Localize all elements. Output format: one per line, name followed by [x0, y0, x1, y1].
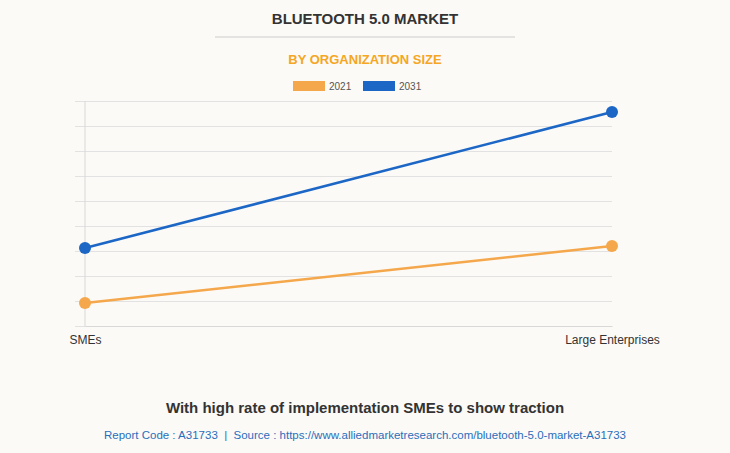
x-tick-label: Large Enterprises — [565, 333, 660, 347]
legend-swatch — [363, 81, 395, 91]
y-tick — [75, 151, 612, 152]
x-axis-line — [86, 326, 613, 327]
y-tick — [75, 251, 612, 252]
x-axis: SMEs Large Enterprises — [69, 326, 659, 347]
series-line — [85, 112, 612, 248]
y-tick — [75, 301, 612, 302]
x-tick: SMEs — [69, 326, 101, 347]
legend: 2021 2031 — [293, 81, 422, 92]
grid-line — [75, 151, 612, 152]
y-tick — [75, 176, 612, 177]
y-axis-line — [85, 101, 86, 326]
y-tick — [75, 326, 612, 327]
y-tick — [75, 101, 612, 102]
source: Report Code : A31733 | Source : https://… — [104, 429, 626, 441]
grid-line — [75, 126, 612, 127]
legend-swatch — [293, 81, 325, 91]
grid-line — [75, 326, 612, 327]
grid-line — [75, 101, 612, 102]
grid-line — [75, 301, 612, 302]
grid-line — [75, 251, 612, 252]
title-rule — [215, 37, 515, 38]
series-point — [606, 106, 618, 118]
grid-line — [75, 226, 612, 227]
series-point — [79, 242, 91, 254]
y-tick — [75, 201, 612, 202]
caption: With high rate of implementation SMEs to… — [166, 399, 564, 416]
series-point — [606, 240, 618, 252]
grid-line — [75, 176, 612, 177]
plot-area — [79, 106, 618, 309]
legend-label: 2031 — [399, 81, 422, 92]
legend-label: 2021 — [329, 81, 352, 92]
grid-line — [75, 201, 612, 202]
y-tick — [75, 226, 612, 227]
chart: BLUETOOTH 5.0 MARKET BY ORGANIZATION SIZE… — [0, 0, 730, 453]
x-tick-label: SMEs — [69, 333, 101, 347]
y-tick — [75, 126, 612, 127]
x-tick: Large Enterprises — [565, 326, 660, 347]
y-axis-domain-hidden — [76, 102, 613, 327]
background — [0, 0, 730, 453]
series-point — [79, 297, 91, 309]
title: BLUETOOTH 5.0 MARKET — [272, 10, 458, 27]
y-axis — [75, 102, 612, 327]
series-line — [85, 246, 612, 303]
subtitle: BY ORGANIZATION SIZE — [288, 52, 442, 67]
